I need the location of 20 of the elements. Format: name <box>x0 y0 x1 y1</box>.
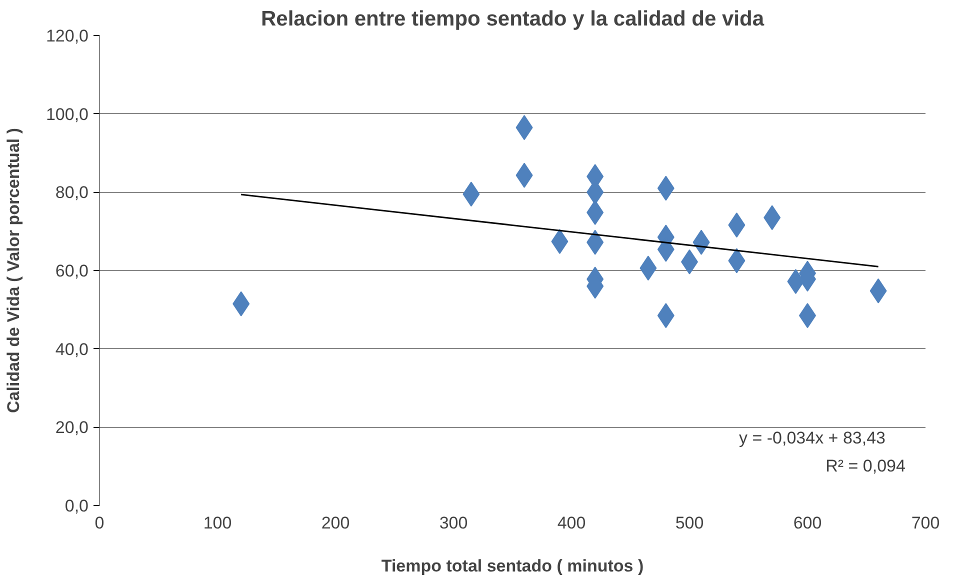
x-tick-label: 400 <box>557 514 586 532</box>
x-tick-label: 300 <box>439 514 468 532</box>
y-tick-label: 120,0 <box>46 26 89 46</box>
x-tick-label: 0 <box>94 514 104 532</box>
annotation: y = -0,034x + 83,43 <box>739 428 886 448</box>
y-axis-title: Calidad de Vida ( Valor porcentual ) <box>4 128 23 413</box>
y-tick-label: 80,0 <box>55 183 89 202</box>
annotation: R² = 0,094 <box>826 456 906 476</box>
y-tick-label: 60,0 <box>55 262 89 280</box>
x-tick-label: 100 <box>203 514 232 532</box>
x-axis-title: Tiempo total sentado ( minutos ) <box>381 556 644 576</box>
x-tick-label: 200 <box>321 514 350 532</box>
y-tick-label: 0,0 <box>64 496 89 516</box>
y-tick-label: 100,0 <box>46 104 89 124</box>
chart-title: Relacion entre tiempo sentado y la calidad de vida <box>261 8 764 30</box>
x-tick-label: 700 <box>911 514 940 532</box>
y-tick-label: 40,0 <box>55 340 89 359</box>
y-tick-label: 20,0 <box>55 418 89 438</box>
x-tick-label: 600 <box>793 514 822 532</box>
x-tick-label: 500 <box>675 514 704 532</box>
